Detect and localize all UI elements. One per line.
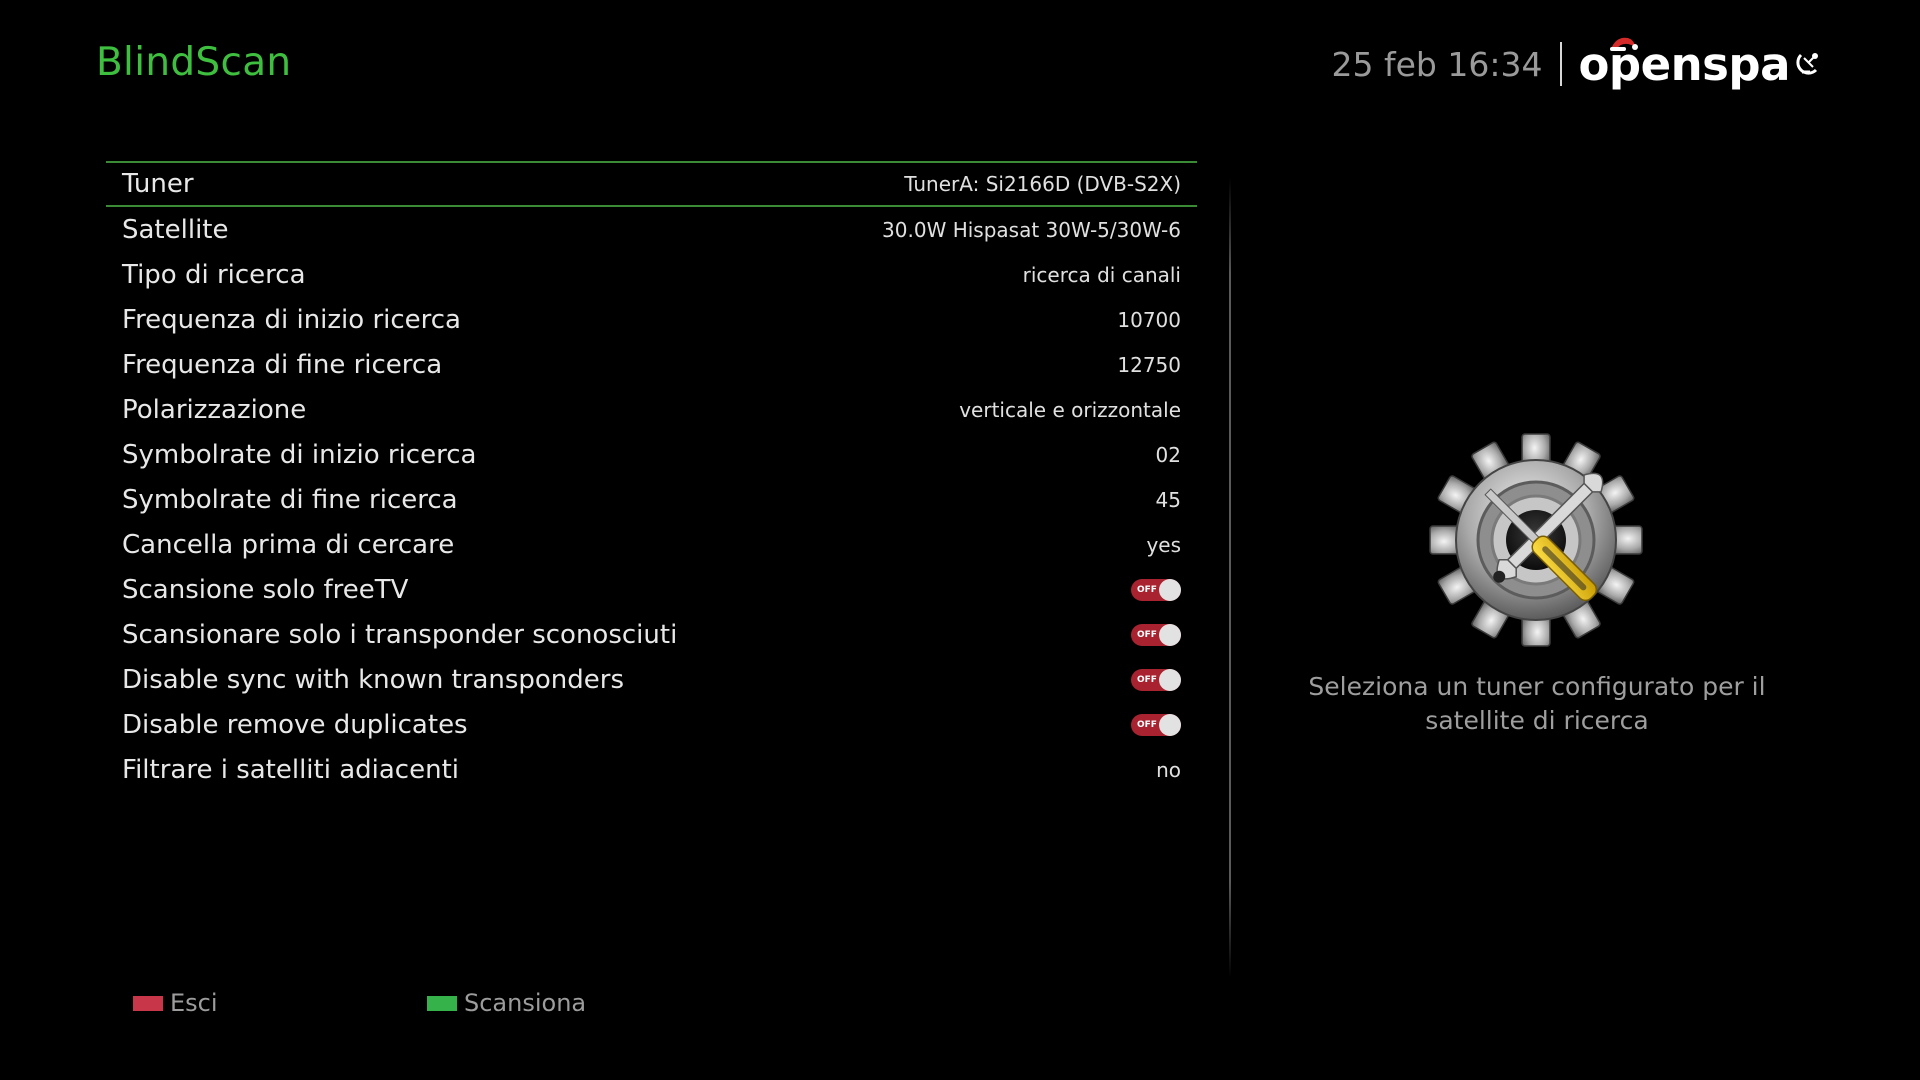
setting-row[interactable]: Frequenza di inizio ricerca 10700	[106, 297, 1197, 342]
toggle-state-text: OFF	[1137, 719, 1157, 730]
setting-row[interactable]: Scansionare solo i transponder sconosciu…	[106, 612, 1197, 657]
setting-row[interactable]: Cancella prima di cercare yes	[106, 522, 1197, 567]
exit-label: Esci	[170, 989, 218, 1017]
page-title: BlindScan	[96, 40, 292, 85]
setting-value: 12750	[1117, 352, 1181, 377]
setting-value: TunerA: Si2166D (DVB-S2X)	[904, 172, 1181, 196]
setting-row[interactable]: Symbolrate di fine ricerca 45	[106, 477, 1197, 522]
setting-label: Polarizzazione	[122, 394, 307, 425]
setting-label: Disable remove duplicates	[122, 709, 468, 740]
setting-label: Scansionare solo i transponder sconosciu…	[122, 619, 678, 650]
setting-row[interactable]: Frequenza di fine ricerca 12750	[106, 342, 1197, 387]
toggle-switch[interactable]: OFF	[1131, 578, 1181, 601]
toggle-state-text: OFF	[1137, 629, 1157, 640]
satellite-dish-icon	[1796, 53, 1818, 75]
gear-wrench-screwdriver-icon	[1429, 433, 1643, 647]
setting-row[interactable]: Symbolrate di inizio ricerca 02	[106, 432, 1197, 477]
setting-value: 30.0W Hispasat 30W-5/30W-6	[882, 217, 1181, 242]
santa-hat-icon	[1610, 37, 1639, 51]
setting-value: no	[1156, 757, 1181, 782]
header-right: 25 feb 16:34 openspa	[1332, 36, 1825, 92]
setting-value: verticale e orizzontale	[959, 397, 1181, 422]
setting-row[interactable]: Satellite 30.0W Hispasat 30W-5/30W-6	[106, 207, 1197, 252]
toggle-state-text: OFF	[1137, 584, 1157, 595]
setting-row[interactable]: Filtrare i satelliti adiacenti no	[106, 747, 1197, 792]
help-line-2: satellite di ricerca	[1425, 706, 1649, 735]
setting-label: Frequenza di inizio ricerca	[122, 304, 461, 335]
setting-label: Frequenza di fine ricerca	[122, 349, 443, 380]
clock: 25 feb 16:34	[1331, 44, 1543, 84]
setting-row[interactable]: Tipo di ricerca ricerca di canali	[106, 252, 1197, 297]
toggle-switch[interactable]: OFF	[1131, 713, 1181, 736]
openspa-logo: openspa	[1578, 37, 1824, 87]
setting-row[interactable]: Polarizzazione verticale e orizzontale	[106, 387, 1197, 432]
setting-value: 10700	[1117, 307, 1181, 332]
help-description: Seleziona un tuner configurato per il sa…	[1262, 670, 1812, 738]
setting-value: 45	[1155, 487, 1181, 512]
settings-list: Tuner TunerA: Si2166D (DVB-S2X) Satellite 3…	[106, 161, 1197, 792]
panel-divider	[1229, 178, 1231, 978]
scan-button[interactable]: Scansiona	[427, 989, 586, 1017]
scan-label: Scansiona	[464, 989, 587, 1017]
setting-label: Tuner	[122, 169, 194, 199]
setting-label: Symbolrate di inizio ricerca	[122, 439, 477, 470]
setting-value: ricerca di canali	[1022, 262, 1181, 287]
setting-value: yes	[1146, 532, 1181, 557]
setting-label: Tipo di ricerca	[122, 259, 306, 290]
setting-label: Filtrare i satelliti adiacenti	[122, 754, 459, 785]
red-key-icon	[133, 995, 163, 1011]
setting-label: Symbolrate di fine ricerca	[122, 484, 458, 515]
setting-label: Cancella prima di cercare	[122, 529, 455, 560]
setting-label: Scansione solo freeTV	[122, 574, 409, 605]
setting-row[interactable]: Disable remove duplicates OFF	[106, 702, 1197, 747]
setting-label: Satellite	[122, 214, 229, 245]
setting-row[interactable]: Disable sync with known transponders OFF	[106, 657, 1197, 702]
setting-value: 02	[1155, 442, 1181, 467]
setting-row[interactable]: Tuner TunerA: Si2166D (DVB-S2X)	[106, 161, 1197, 207]
green-key-icon	[427, 995, 457, 1011]
help-line-1: Seleziona un tuner configurato per il	[1308, 672, 1766, 701]
toggle-state-text: OFF	[1137, 674, 1157, 685]
toggle-switch[interactable]: OFF	[1131, 623, 1181, 646]
exit-button[interactable]: Esci	[133, 989, 218, 1017]
toggle-switch[interactable]: OFF	[1131, 668, 1181, 691]
setting-row[interactable]: Scansione solo freeTV OFF	[106, 567, 1197, 612]
setting-label: Disable sync with known transponders	[122, 664, 625, 695]
header-separator	[1560, 42, 1563, 86]
